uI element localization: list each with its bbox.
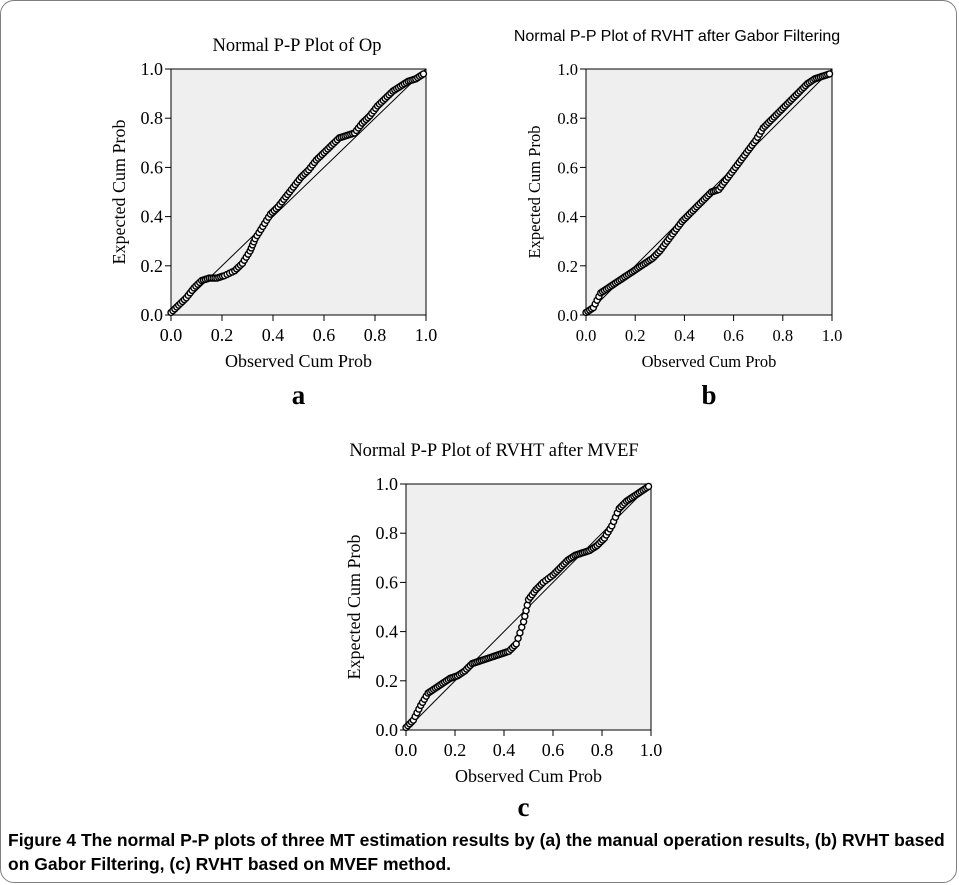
figure-plots: Normal P-P Plot of Op 0.0 0.2 0.4 0.6 0.8 1.0 0…	[109, 28, 842, 822]
y-tick-label: 0.8	[376, 523, 399, 543]
x-axis-label: Observed Cum Prob	[642, 352, 777, 371]
pp-plot-b: Normal P-P Plot of RVHT after Gabor Filt…	[514, 28, 842, 410]
y-tick-label: 0.6	[376, 572, 399, 592]
y-tick-label: 0.4	[557, 208, 578, 227]
y-tick-label: 0.8	[141, 108, 164, 128]
x-tick-label: 1.0	[415, 325, 438, 345]
x-tick-label: 1.0	[640, 740, 663, 760]
y-tick-label: 0.2	[557, 257, 578, 276]
y-tick-label: 0.2	[376, 671, 399, 691]
chart-title: Normal P-P Plot of RVHT after Gabor Filt…	[514, 28, 840, 45]
x-tick-label: 0.2	[444, 740, 467, 760]
y-tick-label: 0.8	[557, 109, 578, 128]
y-tick-label: 0.4	[376, 622, 399, 642]
chart-title: Normal P-P Plot of RVHT after MVEF	[349, 441, 638, 461]
x-tick-label: 0.8	[591, 740, 614, 760]
y-tick-label: 0.0	[376, 720, 399, 740]
y-tick-label: 1.0	[141, 59, 164, 79]
y-tick-label: 1.0	[557, 60, 578, 79]
data-point	[644, 482, 653, 491]
y-tick-label: 0.4	[141, 207, 164, 227]
data-points	[582, 70, 834, 317]
panel-label: b	[701, 380, 716, 410]
y-axis-label: Expected Cum Prob	[525, 126, 544, 259]
data-point	[825, 70, 834, 78]
pp-plot-a: Normal P-P Plot of Op 0.0 0.2 0.4 0.6 0.8 1.0 0…	[109, 36, 437, 410]
panel-label: c	[518, 792, 530, 822]
figure-caption: Figure 4 The normal P-P plots of three M…	[8, 828, 948, 876]
x-tick-label: 0.8	[772, 326, 793, 345]
x-tick-label: 0.6	[723, 326, 744, 345]
y-axis-label: Expected Cum Prob	[344, 535, 364, 680]
x-tick-label: 0.6	[313, 325, 336, 345]
y-tick-label: 0.0	[141, 305, 164, 325]
figure-caption-label: Figure 4	[8, 830, 77, 850]
x-tick-label: 0.4	[674, 326, 695, 345]
chart-title: Normal P-P Plot of Op	[213, 36, 382, 56]
x-tick-label: 0.8	[364, 325, 387, 345]
pp-plot-c: Normal P-P Plot of RVHT after MVEF 0.0 0.2…	[344, 441, 662, 822]
x-tick-label: 1.0	[822, 326, 843, 345]
x-tick-label: 0.2	[625, 326, 646, 345]
x-tick-label: 0.4	[262, 325, 285, 345]
y-tick-label: 0.6	[141, 157, 164, 177]
x-tick-label: 0.2	[211, 325, 234, 345]
x-axis-label: Observed Cum Prob	[455, 766, 602, 786]
x-tick-label: 0.6	[542, 740, 565, 760]
x-axis-label: Observed Cum Prob	[225, 351, 372, 371]
x-tick-label: 0.0	[576, 326, 597, 345]
y-tick-label: 0.0	[557, 306, 578, 325]
data-points	[402, 482, 653, 732]
data-points	[167, 70, 428, 317]
y-tick-label: 0.6	[557, 158, 578, 177]
data-point	[419, 70, 428, 78]
x-tick-label: 0.0	[160, 325, 183, 345]
x-tick-label: 0.4	[493, 740, 516, 760]
figure-caption-text: The normal P-P plots of three MT estimat…	[8, 830, 945, 874]
panel-label: a	[292, 380, 306, 410]
reference-line	[170, 68, 427, 316]
y-axis-label: Expected Cum Prob	[109, 120, 129, 265]
y-tick-label: 0.2	[141, 256, 164, 276]
x-tick-label: 0.0	[395, 740, 418, 760]
y-tick-label: 1.0	[376, 474, 399, 494]
